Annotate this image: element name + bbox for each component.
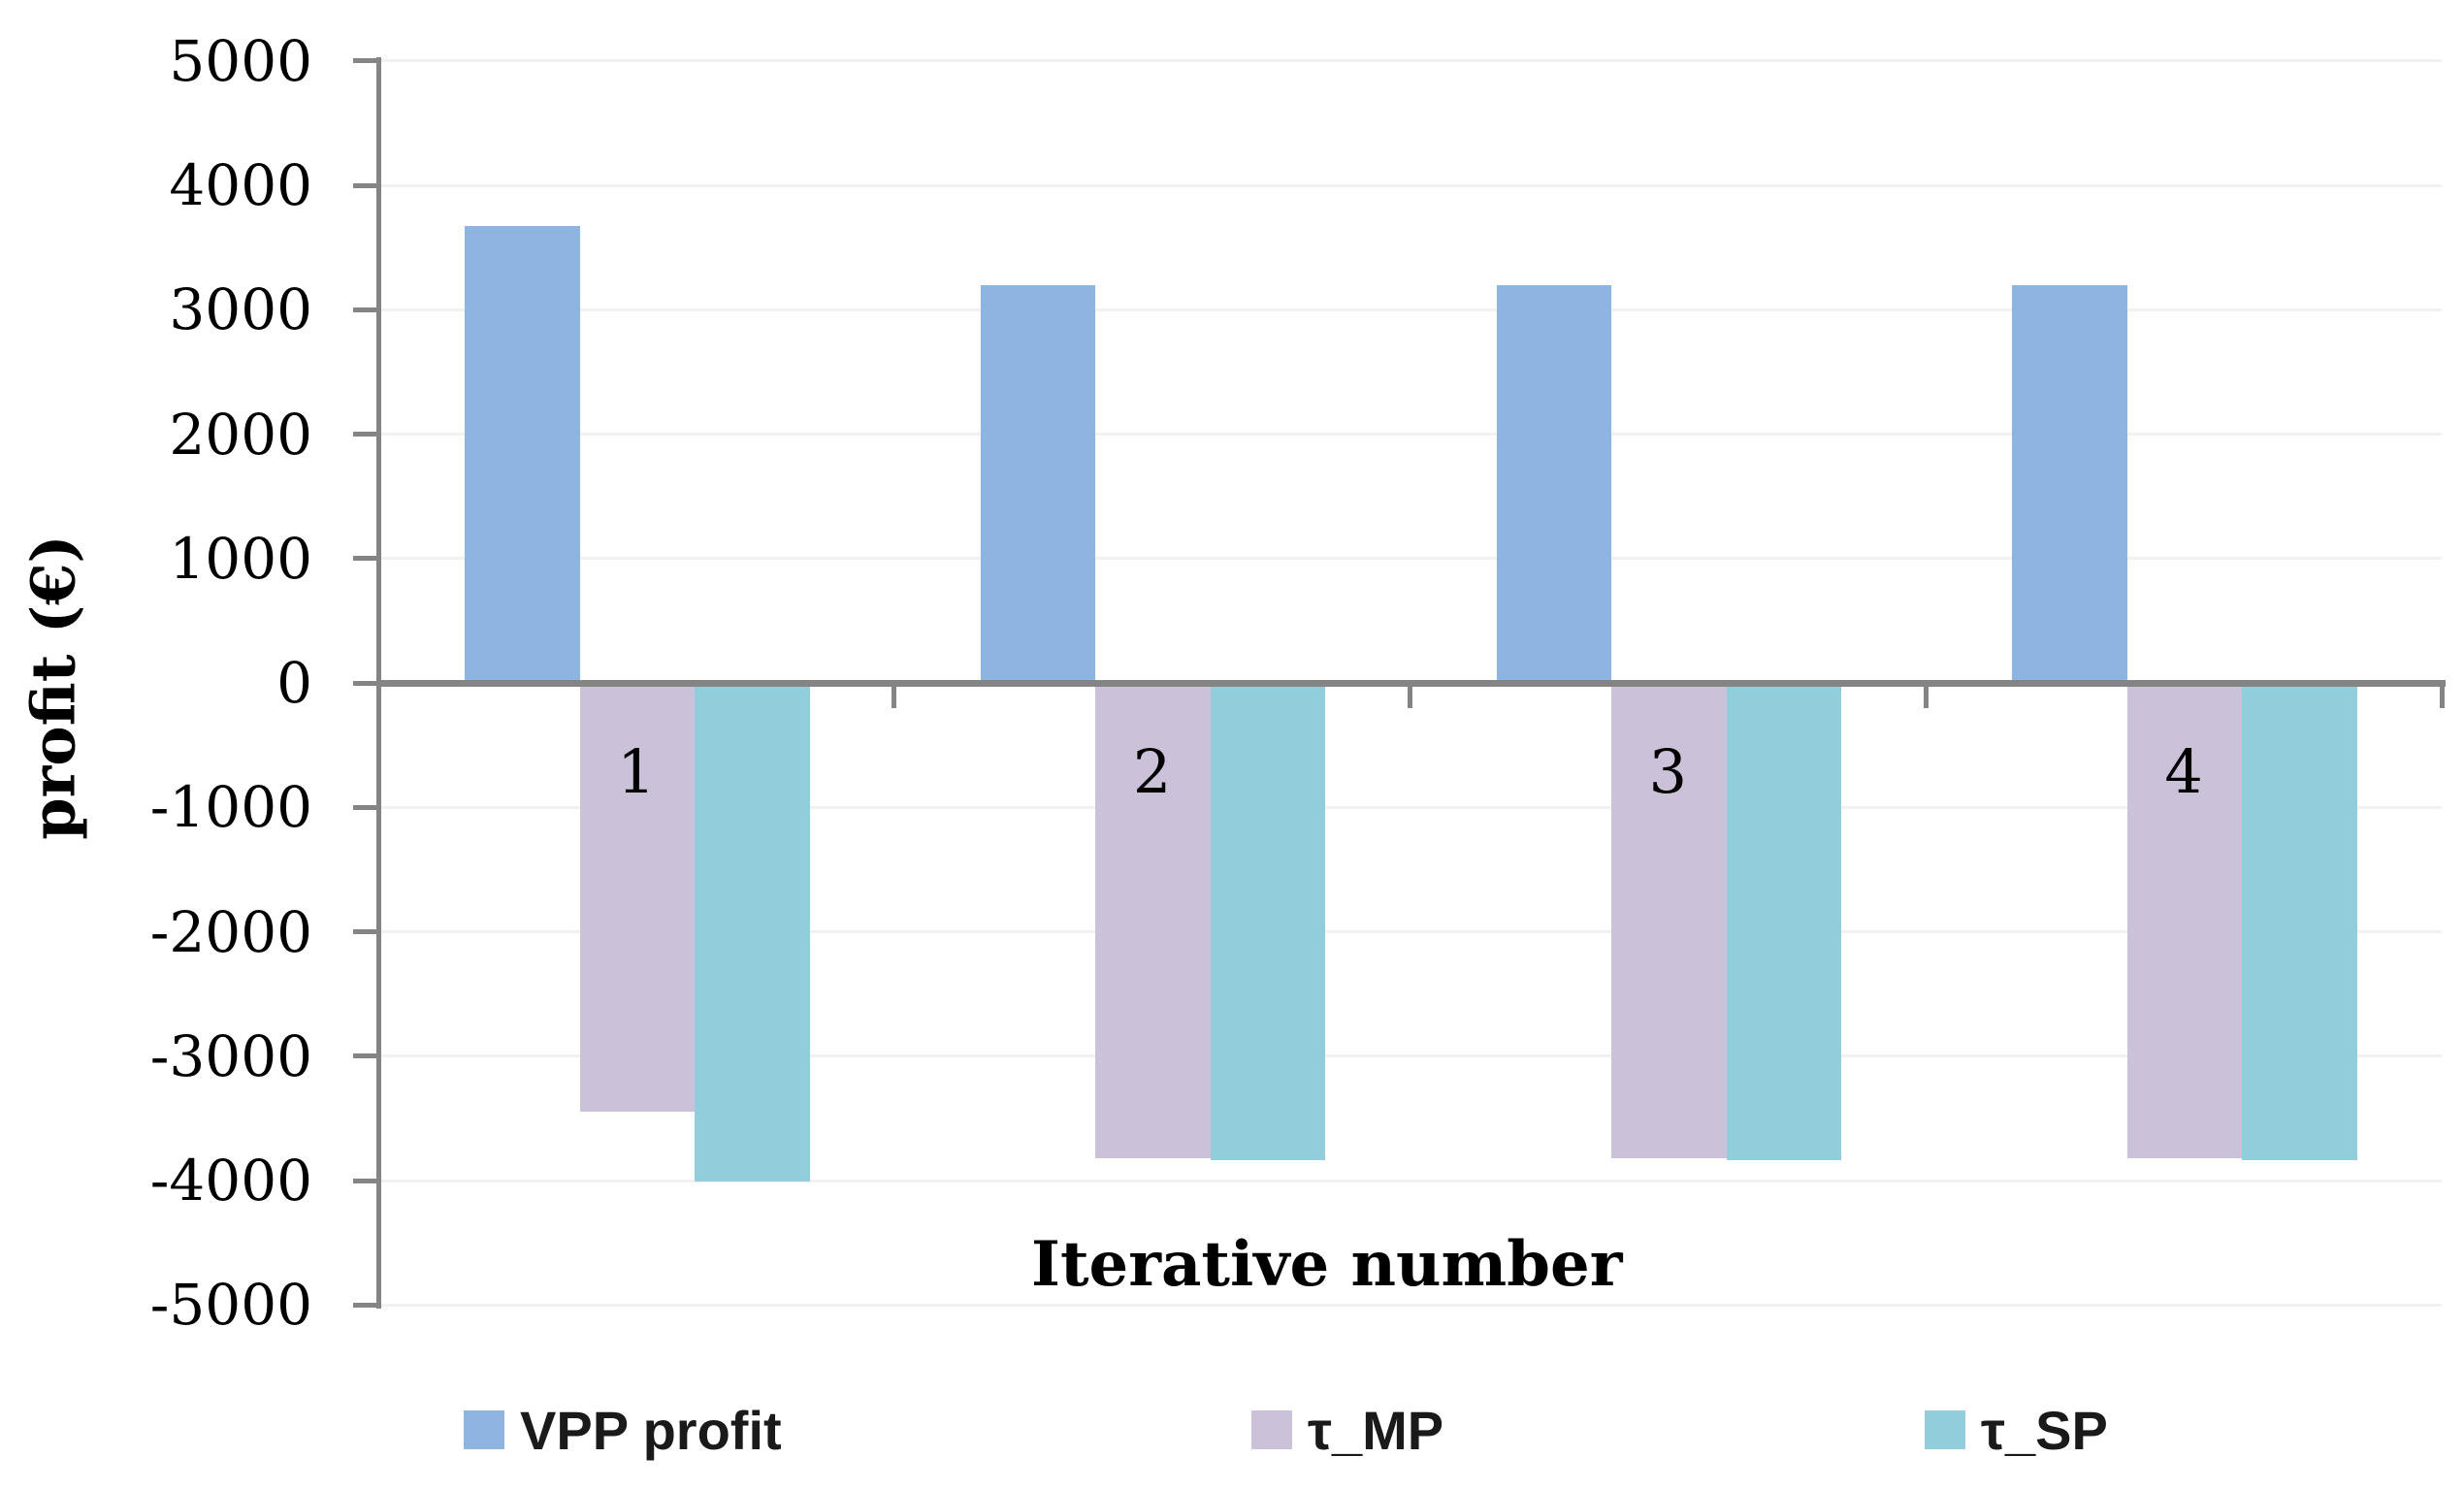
y-tick-label: 2000 bbox=[169, 401, 312, 468]
category-label-3: 3 bbox=[1648, 736, 1688, 807]
bar-τ_mp-cat4 bbox=[2126, 683, 2243, 1158]
x-axis-title: Iterative number bbox=[1031, 1228, 1623, 1301]
y-axis-tick bbox=[353, 680, 376, 686]
bar-vpp-profit-cat2 bbox=[980, 284, 1096, 683]
y-tick-label: -5000 bbox=[149, 1272, 312, 1339]
legend-item-τ_sp: τ_SP bbox=[1925, 1400, 2108, 1461]
bar-τ_sp-cat1 bbox=[695, 683, 810, 1182]
bar-vpp-profit-cat3 bbox=[1496, 284, 1611, 683]
legend-swatch bbox=[1251, 1410, 1292, 1449]
y-axis-tick bbox=[353, 556, 376, 562]
gridline bbox=[378, 930, 2442, 933]
y-axis-tick bbox=[353, 929, 376, 934]
y-tick-label: -1000 bbox=[149, 774, 312, 841]
legend-label: VPP profit bbox=[520, 1399, 782, 1461]
y-axis-tick bbox=[353, 804, 376, 810]
y-axis-tick bbox=[353, 58, 376, 64]
legend-item-vpp-profit: VPP profit bbox=[464, 1400, 782, 1461]
bar-τ_mp-cat3 bbox=[1611, 683, 1727, 1158]
gridline bbox=[378, 805, 2442, 809]
y-tick-label: 0 bbox=[276, 650, 312, 716]
legend-label: τ_MP bbox=[1308, 1399, 1444, 1461]
y-tick-label: 5000 bbox=[169, 27, 312, 94]
y-axis-tick bbox=[353, 1053, 376, 1059]
y-axis-tick bbox=[353, 1178, 376, 1183]
legend-swatch bbox=[1925, 1410, 1965, 1449]
bar-τ_mp-cat1 bbox=[579, 683, 695, 1113]
x-axis-tick bbox=[892, 683, 897, 708]
gridline bbox=[378, 59, 2442, 63]
gridline bbox=[378, 308, 2442, 311]
bar-τ_mp-cat2 bbox=[1095, 683, 1211, 1158]
gridline bbox=[378, 1179, 2442, 1182]
y-axis-tick bbox=[353, 182, 376, 188]
y-tick-label: -2000 bbox=[149, 898, 312, 965]
gridline bbox=[378, 433, 2442, 436]
bar-τ_sp-cat3 bbox=[1726, 683, 1841, 1161]
x-axis-tick bbox=[2439, 683, 2445, 708]
y-tick-label: 4000 bbox=[169, 152, 312, 218]
x-axis-tick bbox=[1923, 683, 1929, 708]
category-label-2: 2 bbox=[1132, 736, 1172, 807]
legend-item-τ_mp: τ_MP bbox=[1251, 1400, 1443, 1461]
y-axis-tick bbox=[353, 1302, 376, 1308]
x-axis-tick bbox=[1408, 683, 1412, 708]
gridline bbox=[378, 557, 2442, 561]
bar-τ_sp-cat2 bbox=[1210, 683, 1326, 1161]
legend-label: τ_SP bbox=[1981, 1399, 2108, 1461]
y-tick-label: -3000 bbox=[149, 1022, 312, 1089]
gridline bbox=[378, 1303, 2442, 1307]
bar-vpp-profit-cat1 bbox=[465, 226, 580, 683]
gridline bbox=[378, 1054, 2442, 1058]
legend-swatch bbox=[464, 1410, 504, 1449]
y-axis-tick bbox=[353, 432, 376, 437]
y-axis-tick bbox=[353, 307, 376, 312]
y-tick-label: 3000 bbox=[169, 276, 312, 343]
y-tick-label: 1000 bbox=[169, 525, 312, 592]
category-label-1: 1 bbox=[617, 736, 656, 807]
y-tick-label: -4000 bbox=[149, 1148, 312, 1214]
category-label-4: 4 bbox=[2164, 736, 2203, 807]
bar-τ_sp-cat4 bbox=[2242, 683, 2357, 1161]
bar-vpp-profit-cat4 bbox=[2012, 284, 2127, 683]
gridline bbox=[378, 183, 2442, 187]
